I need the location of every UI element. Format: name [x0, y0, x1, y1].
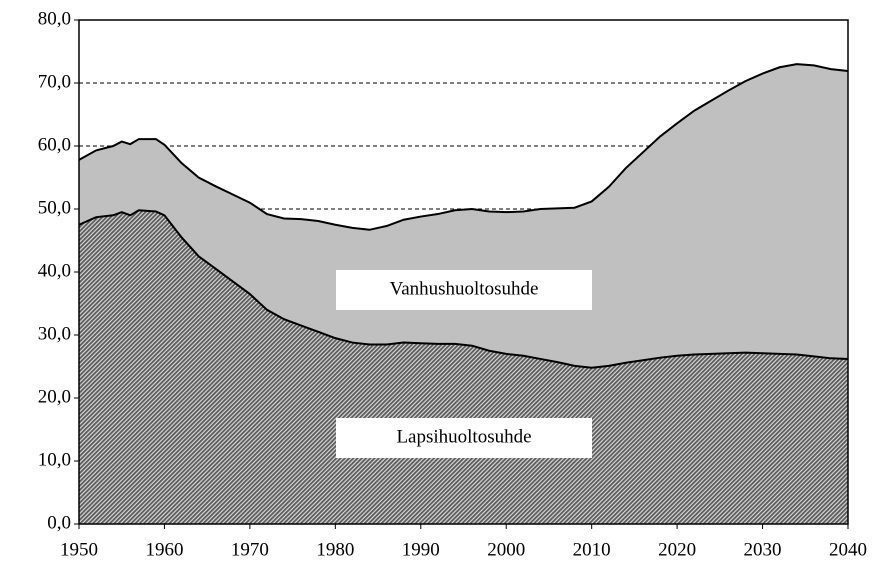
x-tick-label: 1990: [402, 539, 440, 560]
area-line: [78, 209, 849, 369]
x-tick-label: 2000: [487, 539, 525, 560]
x-tick-label: 2040: [829, 539, 867, 560]
x-tick-label: 1970: [231, 539, 269, 560]
y-tick-label: 60,0: [38, 134, 71, 155]
y-tick-label: 10,0: [38, 449, 71, 470]
y-tick-label: 0,0: [47, 512, 71, 533]
label-box: [336, 270, 592, 310]
y-tick-label: 30,0: [38, 323, 71, 344]
legend-label: Vanhushuoltosuhde: [390, 278, 539, 299]
area-fill: [79, 64, 848, 368]
x-tick-label: 2030: [744, 539, 782, 560]
x-tick-label: 1980: [316, 539, 354, 560]
plot-frame: [78, 19, 849, 525]
area-line: [78, 63, 849, 231]
y-tick-label: 70,0: [38, 71, 71, 92]
x-tick-label: 2020: [658, 539, 696, 560]
y-tick-label: 40,0: [38, 260, 71, 281]
y-tick-label: 80,0: [38, 8, 71, 29]
label-box: [336, 418, 592, 458]
x-tick-label: 2010: [573, 539, 611, 560]
legend-label: Lapsihuoltosuhde: [396, 426, 531, 447]
area-fill: [79, 210, 848, 524]
x-tick-label: 1950: [60, 539, 98, 560]
x-tick-label: 1960: [145, 539, 183, 560]
y-tick-label: 20,0: [38, 386, 71, 407]
y-tick-label: 50,0: [38, 197, 71, 218]
